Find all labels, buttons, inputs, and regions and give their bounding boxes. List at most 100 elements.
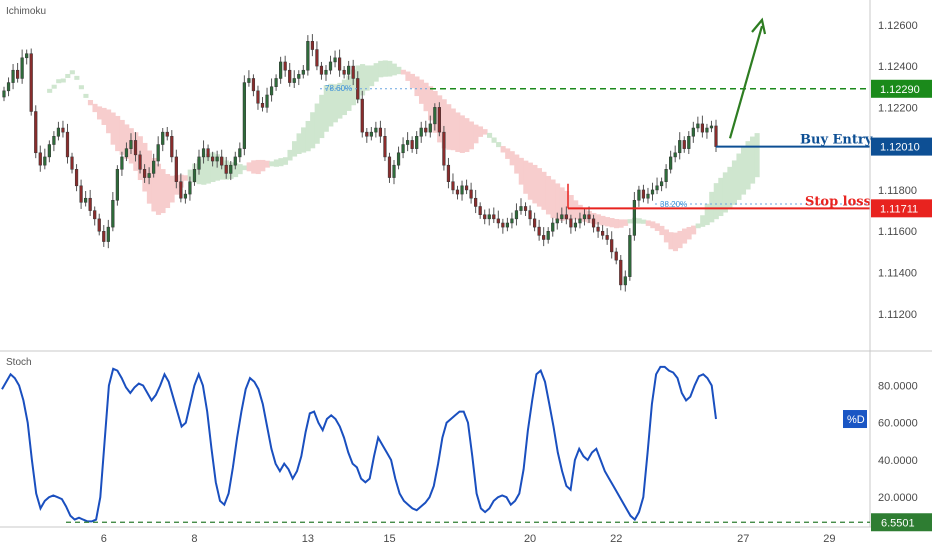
cloud-segment: [51, 84, 57, 89]
candle-body: [297, 74, 301, 79]
cloud-segment: [491, 137, 497, 143]
candle-body: [650, 189, 655, 195]
candle-body: [124, 148, 129, 158]
candle-body: [532, 218, 537, 228]
cloud-segment: [74, 75, 80, 80]
cloud-segment: [731, 160, 737, 205]
candle-body: [705, 127, 709, 133]
cloud-segment: [47, 88, 53, 93]
candle-body: [551, 222, 555, 232]
cloud-segment: [251, 160, 257, 174]
candle-body: [269, 86, 274, 96]
cloud-segment: [60, 78, 66, 83]
candle-body: [623, 276, 627, 286]
cloud-segment: [360, 64, 366, 96]
candle-body: [596, 226, 600, 232]
cloud-segment: [736, 153, 742, 200]
candle-body: [451, 181, 455, 191]
candle-body: [709, 125, 714, 129]
cloud-segment: [704, 203, 710, 226]
price-tag: [871, 199, 932, 218]
candle-body: [256, 90, 260, 104]
candle-body: [464, 185, 469, 191]
cloud-segment: [727, 166, 733, 210]
cloud-segment: [69, 70, 75, 75]
cloud-segment: [310, 112, 316, 149]
candle-body: [224, 164, 228, 174]
candle-body: [201, 148, 206, 158]
stoch-series-tag-label: %D: [847, 414, 865, 426]
candle-body: [483, 214, 487, 220]
cloud-segment: [291, 141, 298, 157]
time-tick-label: 15: [383, 533, 395, 545]
candle-body: [365, 131, 369, 137]
cloud-segment: [314, 103, 320, 144]
price-pane[interactable]: Ichimoku 78.60% 38.20% Buy Entry Stop lo…: [0, 0, 873, 351]
cloud-segment: [564, 190, 570, 220]
candle-body: [29, 53, 33, 112]
candle-body: [347, 65, 351, 75]
cloud-segment: [718, 177, 724, 217]
candle-body: [20, 57, 24, 79]
candle-body: [601, 230, 605, 236]
fib-78-label: 78.60%: [325, 84, 352, 93]
cloud-segment: [636, 218, 642, 224]
stoch-pane-title: Stoch: [6, 357, 32, 368]
price-axis[interactable]: 1.112001.114001.116001.118001.120001.122…: [878, 20, 918, 321]
cloud-segment: [328, 83, 334, 127]
cloud-segment: [482, 129, 488, 135]
candle-body: [288, 69, 292, 83]
stoch-tick-label: 60.0000: [878, 418, 918, 430]
candle-body: [392, 164, 396, 178]
candle-body: [147, 173, 151, 178]
cloud-segment: [477, 126, 484, 137]
candle-body: [25, 53, 29, 59]
price-tick-label: 1.12600: [878, 20, 918, 32]
time-tick-label: 20: [524, 533, 536, 545]
cloud-segment: [83, 93, 89, 98]
cloud-segment: [246, 162, 252, 172]
stoch-axis[interactable]: 20.0000 40.0000 60.0000 80.0000 %D 6.5501: [843, 381, 932, 532]
cloud-segment: [391, 63, 397, 76]
cloud-segment: [255, 159, 261, 175]
annotations: 78.60% 38.20% Buy Entry Stop loss: [325, 84, 873, 210]
candle-body: [120, 156, 124, 170]
time-axis[interactable]: 6 8 13 15 20 22 27 29: [101, 533, 836, 545]
cloud-segment: [545, 175, 552, 215]
candle-body: [655, 185, 659, 191]
candle-body: [342, 69, 346, 75]
cloud-segment: [672, 232, 679, 252]
candle-body: [478, 206, 482, 215]
candle-body: [678, 140, 682, 154]
cloud-segment: [373, 63, 379, 82]
cloud-segment: [686, 226, 692, 240]
candle-body: [292, 78, 296, 83]
candle-body: [446, 164, 451, 182]
candle-body: [324, 69, 328, 75]
cloud-segment: [663, 229, 669, 243]
candle-body: [233, 156, 237, 166]
cloud-segment: [677, 230, 683, 249]
cloud-segment: [645, 220, 651, 226]
candle-body: [52, 136, 56, 145]
cloud-segment: [369, 65, 375, 87]
cloud-segment: [536, 168, 542, 207]
candle-body: [133, 140, 138, 156]
cloud-segment: [337, 82, 343, 119]
cloud-segment: [473, 124, 479, 144]
cloud-segment: [423, 82, 429, 112]
stoch-pane[interactable]: Stoch: [1, 357, 870, 523]
cloud-segment: [514, 154, 520, 174]
cloud-segment: [555, 183, 561, 221]
time-tick-label: 27: [737, 533, 749, 545]
candle-body: [260, 102, 265, 108]
candle-body: [315, 49, 319, 67]
cloud-segment: [65, 73, 71, 78]
candle-body: [505, 222, 509, 228]
cloud-segment: [709, 191, 715, 223]
candle-body: [537, 226, 541, 236]
candle-body: [428, 123, 432, 133]
candle-body: [328, 61, 333, 71]
stoch-level-tag-label: 6.5501: [881, 517, 915, 529]
